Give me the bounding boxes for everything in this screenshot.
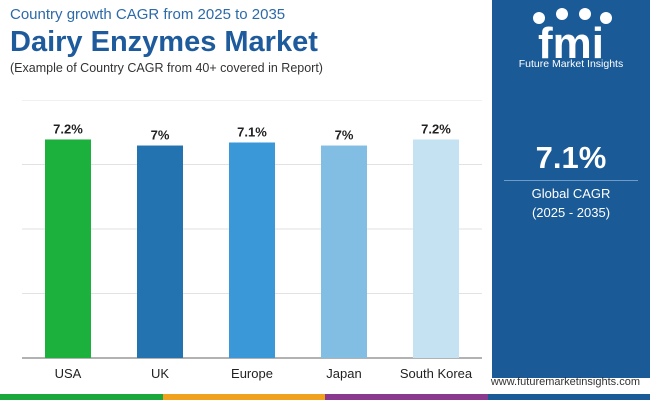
brand-name: Future Market Insights xyxy=(518,58,624,70)
bottom-bar-segment-2 xyxy=(162,394,325,400)
side-panel: fmi Future Market Insights 7.1% Global C… xyxy=(492,0,650,378)
kpi-divider xyxy=(504,180,638,181)
chart-subtitle: Country growth CAGR from 2025 to 2035 xyxy=(10,6,286,23)
logo-icon-3 xyxy=(579,8,591,20)
x-tick-label: Japan xyxy=(326,366,361,381)
logo-icon-2 xyxy=(556,8,568,20)
bar-chart: 7.2% USA 7% UK 7.1% Europe 7% Japan 7.2% South Ko… xyxy=(22,100,482,381)
global-cagr-period: (2025 - 2035) xyxy=(531,205,611,220)
global-cagr-value: 7.1% xyxy=(535,140,607,175)
data-label: 7.2% xyxy=(421,121,451,136)
logo-text: fmi xyxy=(538,19,604,68)
header: Country growth CAGR from 2025 to 2035 Da… xyxy=(10,6,490,76)
logo-icon-4 xyxy=(600,12,612,24)
bottom-color-bar xyxy=(0,394,650,400)
bar-uk xyxy=(137,145,183,358)
bar-europe xyxy=(229,142,275,358)
global-cagr-label: Global CAGR xyxy=(531,186,611,201)
chart-title: Dairy Enzymes Market xyxy=(10,26,318,58)
bar-south-korea xyxy=(413,139,459,358)
bottom-bar-segment-1 xyxy=(0,394,163,400)
bar-japan xyxy=(321,145,367,358)
bar-usa xyxy=(45,139,91,358)
chart-note: (Example of Country CAGR from 40+ covere… xyxy=(10,61,323,75)
data-label: 7.1% xyxy=(237,124,267,139)
x-tick-label: Europe xyxy=(231,366,273,381)
data-label: 7% xyxy=(335,128,354,143)
x-tick-label: USA xyxy=(55,366,82,381)
bottom-bar-segment-4 xyxy=(487,394,650,400)
chart-area: 7.2% USA 7% UK 7.1% Europe 7% Japan 7.2% South Ko… xyxy=(0,100,492,390)
x-tick-label: UK xyxy=(151,366,169,381)
logo-icon-1 xyxy=(533,12,545,24)
fmi-logo: fmi xyxy=(533,8,612,68)
data-label: 7% xyxy=(151,128,170,143)
bottom-bar-segment-3 xyxy=(325,394,488,400)
data-label: 7.2% xyxy=(53,121,83,136)
website-link[interactable]: www.futuremarketinsights.com xyxy=(490,376,640,388)
x-tick-label: South Korea xyxy=(400,366,473,381)
